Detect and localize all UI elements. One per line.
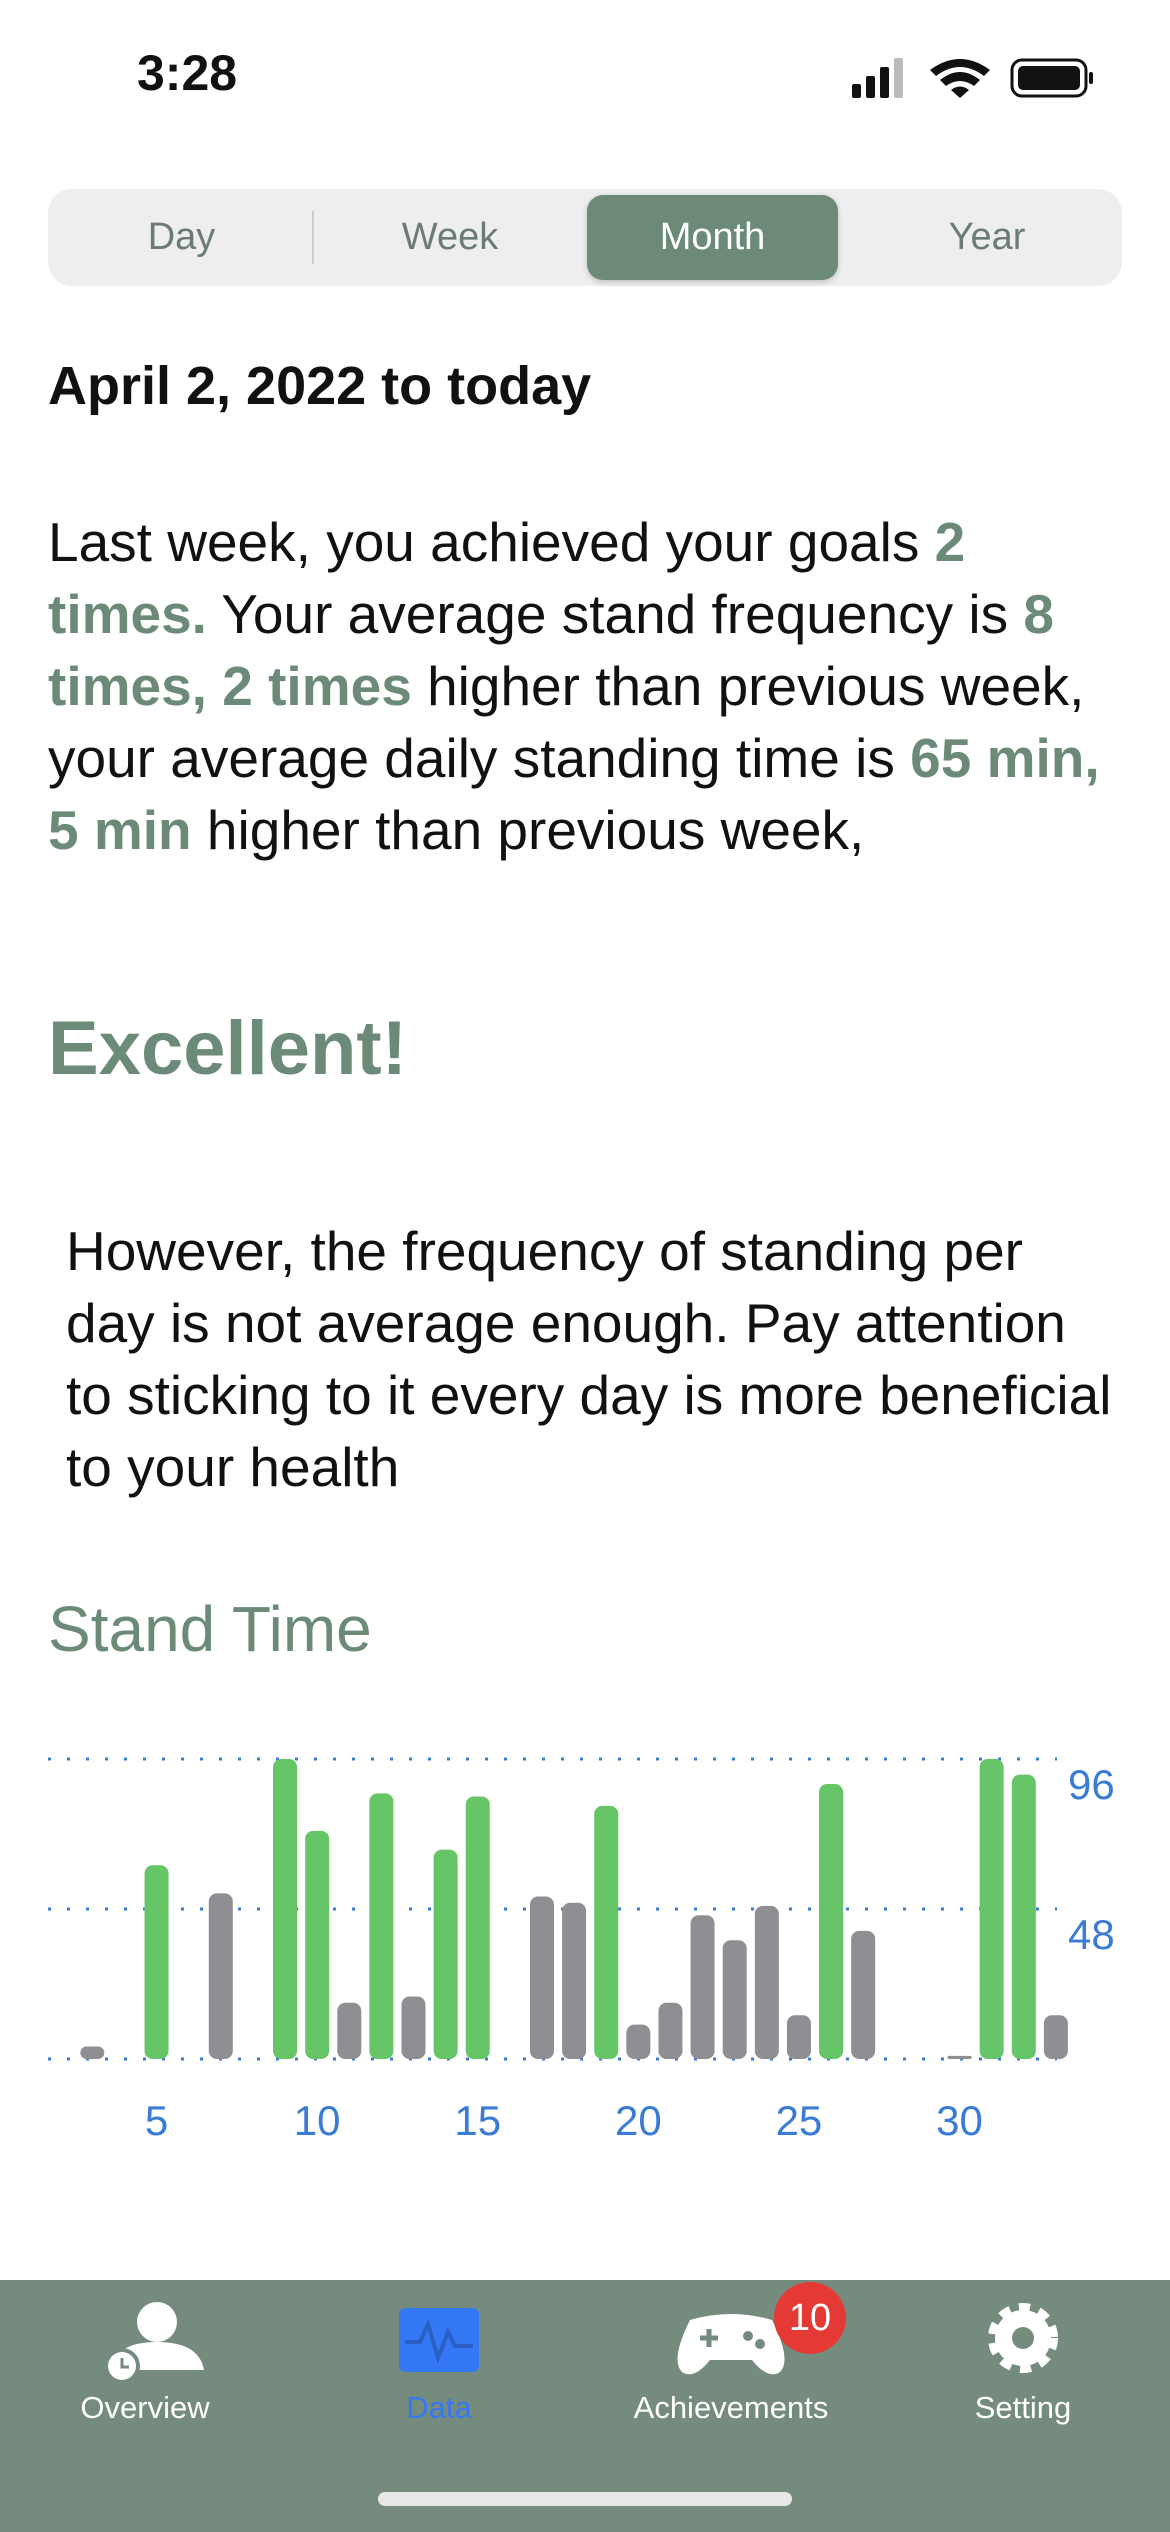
rating: Excellent! — [48, 1006, 408, 1091]
y-tick-label: 48 — [1068, 1911, 1115, 1958]
bar — [947, 2055, 972, 2059]
summary-text: 65 min, 5 min — [48, 727, 1100, 861]
bar — [819, 1784, 844, 2059]
tab-label[interactable]: Data — [406, 2390, 472, 2425]
divider — [312, 211, 314, 264]
bar — [369, 1793, 394, 2059]
tab-label[interactable]: Achievements — [633, 2390, 829, 2425]
status-time: 3:28 — [137, 45, 238, 101]
x-tick-label: 15 — [454, 2097, 501, 2144]
bar — [722, 1940, 747, 2059]
bar — [144, 1865, 169, 2059]
segment-option[interactable]: Year — [948, 216, 1026, 258]
summary-text: higher than previous week, your average … — [48, 655, 1085, 789]
summary-text: Your average stand frequency is — [206, 583, 1024, 645]
summary: Last week, you achieved your goals 2 tim… — [48, 506, 1128, 866]
tab-label[interactable]: Setting — [974, 2390, 1072, 2425]
x-tick-label: 10 — [294, 2097, 341, 2144]
bar — [1011, 1774, 1036, 2059]
x-tick-label: 5 — [145, 2097, 168, 2144]
bar — [754, 1905, 779, 2059]
summary-text: Last week, you achieved your goals — [48, 511, 935, 573]
x-tick-label: 30 — [936, 2097, 983, 2144]
x-tick-label: 20 — [615, 2097, 662, 2144]
tab-bar: Overview Data Achievements Setting — [0, 2280, 1170, 2532]
segmented-control: Day Week Month Year — [48, 189, 1122, 286]
bar — [401, 1996, 426, 2059]
bar — [851, 1930, 876, 2059]
bar — [273, 1759, 298, 2059]
bar — [690, 1915, 715, 2059]
bar — [337, 2002, 362, 2059]
segment-option[interactable]: Month — [587, 195, 838, 280]
segment-option[interactable]: Day — [147, 216, 216, 258]
bar — [979, 1759, 1004, 2059]
badge: 10 — [774, 2282, 846, 2354]
x-tick-label: 25 — [776, 2097, 823, 2144]
chart: 48 96 5 10 15 20 25 30 — [48, 1757, 1115, 2144]
bar — [80, 2046, 105, 2059]
tab-icons — [104, 2302, 1058, 2384]
y-tick-label: 96 — [1068, 1761, 1115, 1808]
bar — [562, 1902, 587, 2059]
tab-label[interactable]: Overview — [80, 2390, 210, 2425]
bar — [465, 1796, 490, 2059]
bar — [594, 1805, 619, 2059]
bar — [786, 2015, 811, 2059]
bar — [433, 1849, 458, 2059]
bar — [208, 1893, 233, 2059]
bar — [529, 1896, 554, 2059]
segment-option[interactable]: Week — [401, 216, 499, 258]
advice: However, the frequency of standing per d… — [66, 1220, 1112, 1498]
home-indicator — [378, 2492, 792, 2506]
bar — [626, 2024, 651, 2059]
summary-text: higher than previous week, — [191, 799, 865, 861]
bar — [658, 2002, 683, 2059]
summary-text: 8 times, 2 times — [48, 583, 1054, 717]
status-icons — [852, 58, 1093, 98]
summary-text: 2 times. — [48, 511, 966, 645]
chart-title: Stand Time — [48, 1593, 372, 1665]
bar — [305, 1830, 330, 2059]
bar — [1043, 2015, 1068, 2059]
date-range: April 2, 2022 to today — [48, 356, 592, 416]
